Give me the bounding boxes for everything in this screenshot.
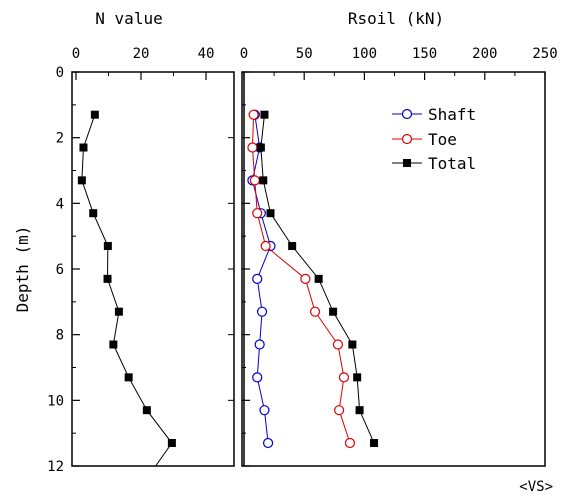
legend-total: Total	[392, 154, 476, 173]
rsoil-axis-title: Rsoil (kN)	[348, 9, 444, 28]
n-value-point-10	[167, 439, 176, 448]
corner-tag: <VS>	[519, 479, 553, 495]
rsoil-x-ticks: 0 50 100 150 200 250	[240, 46, 558, 80]
total-point-9	[355, 406, 364, 415]
toe-point-9	[334, 405, 345, 416]
toe-point-1	[247, 142, 258, 153]
depth-tick-label-8: 8	[56, 328, 64, 344]
n-value-point-9	[142, 406, 151, 415]
depth-tick-label-6: 6	[56, 262, 64, 278]
shaft-point-7	[254, 339, 265, 350]
n-value-point-2	[77, 176, 86, 185]
legend-shaft: Shaft	[392, 105, 476, 124]
total-point-8	[353, 373, 362, 382]
n-value-axis-title: N value	[95, 9, 162, 28]
n-value-tick-label-20: 20	[133, 46, 150, 62]
n-value-point-4	[103, 242, 112, 251]
depth-tick-label-2: 2	[56, 131, 64, 147]
legend: Shaft Toe Total	[392, 105, 476, 173]
rsoil-tick-label-50: 50	[296, 46, 313, 62]
shaft-point-9	[259, 405, 270, 416]
total-point-0	[260, 110, 269, 119]
total-point-1	[256, 143, 265, 152]
right-plot-frame	[241, 71, 546, 467]
n-value-point-3	[89, 209, 98, 218]
shaft-point-5	[252, 273, 263, 284]
rsoil-tick-label-250: 250	[532, 46, 557, 62]
n-value-tick-label-0: 0	[72, 46, 80, 62]
legend-toe-marker	[401, 133, 413, 145]
shaft-point-6	[256, 306, 268, 317]
toe-point-8	[338, 372, 350, 383]
n-value-point-8	[124, 373, 133, 382]
total-point-10	[370, 439, 379, 448]
rsoil-series	[247, 109, 379, 449]
n-value-tick-label-40: 40	[198, 46, 215, 62]
total-point-4	[288, 242, 297, 251]
right-panel: 0 50 100 150 200 250 Rsoil (kN) Shaft Toe Tot…	[240, 9, 558, 467]
n-value-point-0	[90, 110, 99, 119]
rsoil-tick-label-100: 100	[352, 46, 377, 62]
legend-total-marker	[403, 159, 411, 167]
n-value-point-1	[79, 143, 88, 152]
total-point-3	[266, 209, 275, 218]
toe-point-7	[332, 339, 344, 350]
toe-point-2	[249, 175, 260, 186]
n-value-series	[77, 110, 176, 467]
depth-tick-label-4: 4	[56, 196, 64, 212]
legend-shaft-label: Shaft	[428, 105, 476, 124]
total-point-6	[329, 307, 338, 316]
total-point-2	[259, 176, 268, 185]
rsoil-tick-label-0: 0	[240, 46, 248, 62]
depth-tick-label-10: 10	[47, 393, 64, 409]
legend-total-label: Total	[428, 154, 476, 173]
n-value-point-5	[103, 274, 112, 283]
legend-toe: Toe	[392, 130, 457, 149]
n-value-line	[81, 114, 173, 467]
depth-tick-label-12: 12	[47, 459, 64, 475]
legend-toe-label: Toe	[428, 130, 457, 149]
left-x-ticks: 0 20 40	[72, 46, 215, 80]
toe-point-0	[248, 109, 259, 120]
legend-shaft-marker	[401, 108, 413, 120]
total-point-7	[348, 340, 357, 349]
shaft-point-8	[252, 372, 263, 383]
total-point-5	[314, 274, 323, 283]
rsoil-tick-label-200: 200	[472, 46, 497, 62]
rsoil-tick-label-150: 150	[412, 46, 437, 62]
toe-point-10	[344, 437, 356, 449]
toe-point-6	[309, 306, 321, 317]
toe-point-4	[260, 240, 271, 252]
toe-point-5	[300, 273, 311, 284]
depth-tick-label-0: 0	[56, 65, 64, 81]
depth-axis-title: Depth (m)	[13, 226, 32, 313]
toe-point-3	[252, 208, 263, 219]
n-value-point-6	[114, 307, 123, 316]
shaft-point-10	[262, 437, 274, 449]
n-value-point-7	[109, 340, 118, 349]
